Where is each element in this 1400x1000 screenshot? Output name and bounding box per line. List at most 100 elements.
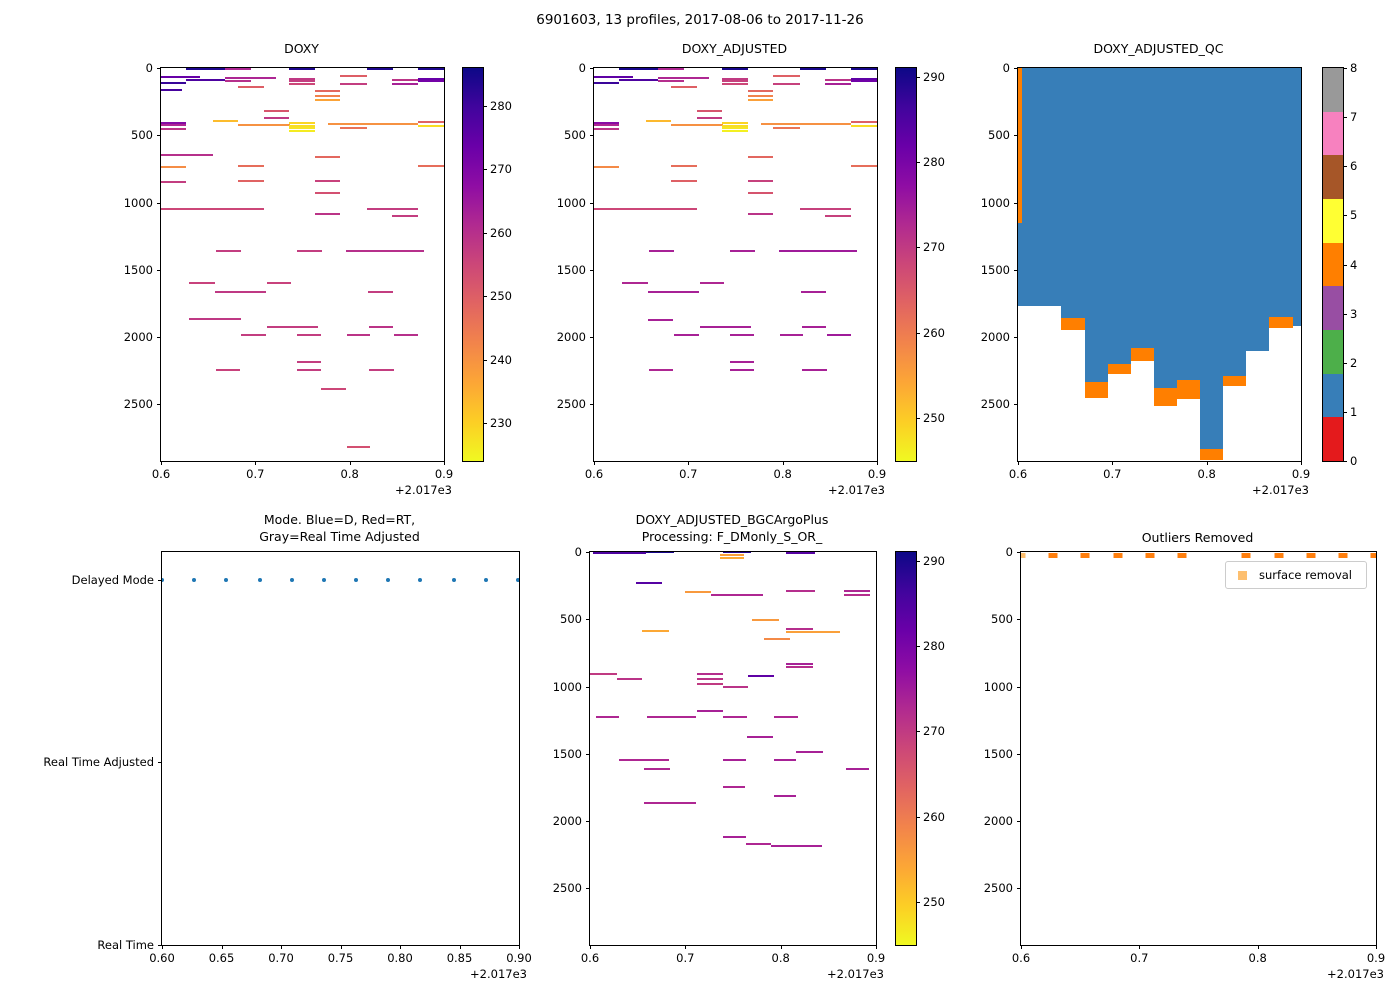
doxy-adjusted-title: DOXY_ADJUSTED xyxy=(681,41,788,56)
colorbar-tick-mark xyxy=(1343,411,1347,413)
profile-segment xyxy=(696,682,723,685)
colorbar-tick-label: 5 xyxy=(1350,208,1358,223)
bgc-title: DOXY_ADJUSTED_BGCArgoPlus Processing: F_… xyxy=(635,512,829,544)
profile-segment xyxy=(618,759,670,762)
x-tick-mark xyxy=(281,945,282,949)
y-tick-mark xyxy=(1014,68,1018,69)
profile-segment xyxy=(186,78,226,81)
qc-colorbar-band xyxy=(1323,198,1343,243)
y-tick-label: 2500 xyxy=(983,881,1013,896)
x-tick-label: 0.8 xyxy=(1248,951,1267,965)
x-tick-mark xyxy=(876,945,877,949)
profile-segment xyxy=(825,78,851,81)
profile-segment xyxy=(747,94,774,97)
y-tick-mark xyxy=(157,135,161,137)
colorbar-tick-label: 6 xyxy=(1350,159,1358,174)
legend-label: surface removal xyxy=(1259,568,1352,582)
profile-segment xyxy=(161,208,264,211)
x-tick-label: 0.9 xyxy=(1366,951,1386,965)
profile-segment xyxy=(786,628,814,631)
profile-segment xyxy=(729,334,755,337)
x-tick-label: 0.8 xyxy=(771,951,790,965)
x-tick-label: 0.6 xyxy=(1008,467,1028,481)
y-tick-mark xyxy=(1014,337,1018,339)
profile-segment xyxy=(289,122,315,125)
profile-segment xyxy=(747,735,774,738)
outliers-axes: surface removal 0.6 0.7 0.8 0.9 0 500 1000 1500… xyxy=(984,545,1385,981)
profile-segment xyxy=(263,117,290,120)
y-tick-mark xyxy=(1014,404,1018,406)
x-tick-mark xyxy=(1301,461,1302,465)
x-tick-mark xyxy=(1139,945,1141,949)
qc-good-column xyxy=(1176,68,1201,381)
profile-segment xyxy=(722,82,748,85)
profile-segment xyxy=(658,68,684,70)
profile-segment xyxy=(647,291,699,294)
delayed-mode-dot xyxy=(289,577,294,582)
profile-segment xyxy=(417,68,444,70)
qc-good-column xyxy=(1246,68,1270,351)
colorbar-tick-label: 260 xyxy=(490,225,512,240)
colorbar-tick-label: 270 xyxy=(923,240,945,255)
profile-segment xyxy=(646,552,674,554)
profile-segment xyxy=(722,127,748,130)
surface-removal-marker-icon xyxy=(1238,570,1247,580)
profile-segment xyxy=(722,80,748,83)
profile-segment xyxy=(161,121,187,124)
profile-segment xyxy=(747,212,774,215)
profile-segment xyxy=(186,68,226,70)
y-tick-label: 1000 xyxy=(983,679,1013,694)
x-tick-label: 0.7 xyxy=(1130,951,1149,965)
profile-segment xyxy=(296,250,323,253)
mode-axes: 0.60 0.65 0.70 0.75 0.80 0.85 0.90 Delayed Mode… xyxy=(43,551,532,981)
profile-segment xyxy=(795,750,823,753)
profile-segment xyxy=(241,334,266,337)
profile-segment xyxy=(263,109,290,112)
profile-segment xyxy=(392,215,418,218)
y-tick-label: 500 xyxy=(131,128,153,143)
x-axis-offset-label: +2.017e3 xyxy=(827,967,884,981)
qc-good-column xyxy=(1223,68,1247,377)
colorbar-tick-label: 3 xyxy=(1350,306,1358,321)
profile-segment xyxy=(238,123,291,126)
x-tick-label: 0.85 xyxy=(446,951,473,965)
profile-segment xyxy=(327,123,418,126)
profile-segment xyxy=(696,117,723,120)
profile-segment xyxy=(289,77,315,80)
y-tick-mark xyxy=(590,68,594,69)
profile-segment xyxy=(238,165,264,168)
delayed-mode-dot xyxy=(192,577,197,582)
profile-segment xyxy=(729,361,755,364)
surface-removal-dash xyxy=(1080,553,1090,558)
x-tick-mark xyxy=(255,461,257,465)
x-tick-mark xyxy=(1112,461,1114,465)
qc-colorbar-band xyxy=(1323,111,1343,156)
x-tick-label: 0.75 xyxy=(327,951,354,965)
y-tick-label: 1000 xyxy=(556,195,586,210)
profile-segment xyxy=(773,75,800,78)
x-tick-mark xyxy=(221,945,223,949)
colorbar-tick-label: 260 xyxy=(923,809,945,824)
x-tick-mark xyxy=(685,945,687,949)
qc-colorbar-band xyxy=(1323,329,1343,374)
profile-segment xyxy=(417,165,444,168)
doxy-plot-area xyxy=(161,68,444,461)
qc-bad-band xyxy=(1107,364,1131,374)
x-tick-mark xyxy=(1206,461,1208,465)
profile-segment xyxy=(215,250,242,253)
profile-segment xyxy=(296,369,322,372)
profile-segment xyxy=(417,79,444,82)
x-tick-label: 0.7 xyxy=(676,951,695,965)
profile-segment xyxy=(266,282,292,285)
profile-segment xyxy=(722,124,748,127)
y-tick-label: 2500 xyxy=(552,881,582,896)
profile-segment xyxy=(161,82,187,85)
colorbar-tick-label: 8 xyxy=(1350,61,1358,75)
qc-good-column xyxy=(1061,68,1085,319)
profile-segment xyxy=(619,68,659,70)
profile-segment xyxy=(417,125,444,128)
colorbar-tick-mark xyxy=(483,232,487,234)
profile-segment xyxy=(314,180,341,183)
y-tick-mark xyxy=(1017,753,1021,755)
x-axis-offset-label: +2.017e3 xyxy=(828,483,885,497)
